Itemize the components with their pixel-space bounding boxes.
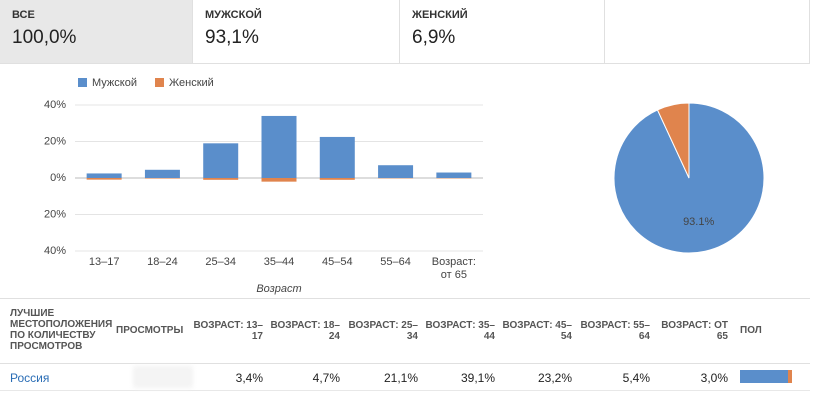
table-header: ВОЗРАСТ: 45–54 [502, 320, 572, 342]
table-header: ЛУЧШИЕ МЕСТОПОЛОЖЕНИЯ ПО КОЛИЧЕСТВУ ПРОС… [10, 308, 113, 352]
blurred-views [133, 366, 193, 388]
table-cell: 3,4% [235, 371, 263, 385]
table-cell: 39,1% [460, 371, 495, 385]
table-header: ВОЗРАСТ: 55–64 [580, 320, 650, 342]
x-tick-label: Возраст: от 65 [431, 256, 476, 281]
table-header: ПОЛ [740, 325, 762, 336]
x-tick-label: 55–64 [380, 256, 411, 268]
y-tick-label: 40% [44, 99, 66, 111]
charts: 40% 20% 0% 20% 40% Мужской Женский Возраст 93.1%… [0, 64, 819, 300]
legend-swatch [78, 78, 87, 87]
bar [86, 178, 122, 180]
x-tick-label: 25–34 [205, 256, 236, 268]
table-cell: 5,4% [622, 371, 650, 385]
x-tick-label: 45–54 [321, 256, 353, 268]
tab-value: 100,0% [12, 27, 77, 48]
y-tick-label: 20% [44, 135, 66, 147]
bar [261, 115, 297, 178]
tab-title: ВСЕ [12, 9, 35, 21]
bar [203, 178, 239, 180]
y-tick-label: 40% [44, 245, 66, 257]
tab-title: МУЖСКОЙ [205, 9, 262, 21]
table-header: ПРОСМОТРЫ [116, 325, 184, 336]
table-header: ВОЗРАСТ: 35–44 [425, 320, 495, 342]
bar [319, 178, 355, 180]
bar [378, 165, 414, 178]
legend-label: Женский [169, 77, 214, 89]
x-tick-label: 18–24 [147, 256, 178, 268]
bar [86, 173, 122, 178]
tab-male[interactable]: МУЖСКОЙ 93,1% [193, 0, 400, 64]
chart: 40% 20% 0% 20% 40% Мужской Женский Возраст 93.1% [44, 77, 765, 295]
table-cell: 4,7% [312, 371, 340, 385]
x-tick-label: 13–17 [88, 256, 120, 268]
bar [261, 178, 297, 182]
tab-female[interactable]: ЖЕНСКИЙ 6,9% [400, 0, 605, 64]
bar [203, 143, 239, 178]
legend-swatch [155, 78, 164, 87]
divider [0, 298, 810, 299]
tab-all[interactable]: ВСЕ 100,0% [0, 0, 193, 64]
bar [436, 172, 472, 178]
tab-value: 93,1% [205, 27, 259, 48]
bar [144, 169, 180, 178]
divider [0, 390, 810, 391]
gender-bar [788, 370, 792, 383]
gender-bar [740, 370, 789, 383]
table-cell: 3,0% [700, 371, 728, 385]
bar [144, 178, 180, 179]
location-link[interactable]: Россия [10, 371, 50, 385]
x-tick-label: 35–44 [263, 256, 295, 268]
pie-label: 93.1% [683, 216, 714, 228]
x-axis-label: Возраст [256, 283, 301, 295]
tab-value: 6,9% [412, 27, 456, 48]
tab-empty [605, 0, 810, 64]
y-tick-label: 0% [50, 172, 66, 184]
table-cell: 21,1% [383, 371, 418, 385]
legend-label: Мужской [92, 77, 137, 89]
y-tick-label: 20% [44, 208, 66, 220]
table-header: ВОЗРАСТ: 13–17 [193, 320, 263, 342]
table-header: ВОЗРАСТ: 25–34 [348, 320, 418, 342]
tab-title: ЖЕНСКИЙ [412, 9, 468, 21]
bar [319, 136, 355, 178]
divider [0, 363, 810, 364]
table-header: ВОЗРАСТ: ОТ 65 [661, 320, 728, 342]
table-cell: 23,2% [537, 371, 572, 385]
pie-slice [656, 102, 690, 179]
table-header: ВОЗРАСТ: 18–24 [270, 320, 340, 342]
